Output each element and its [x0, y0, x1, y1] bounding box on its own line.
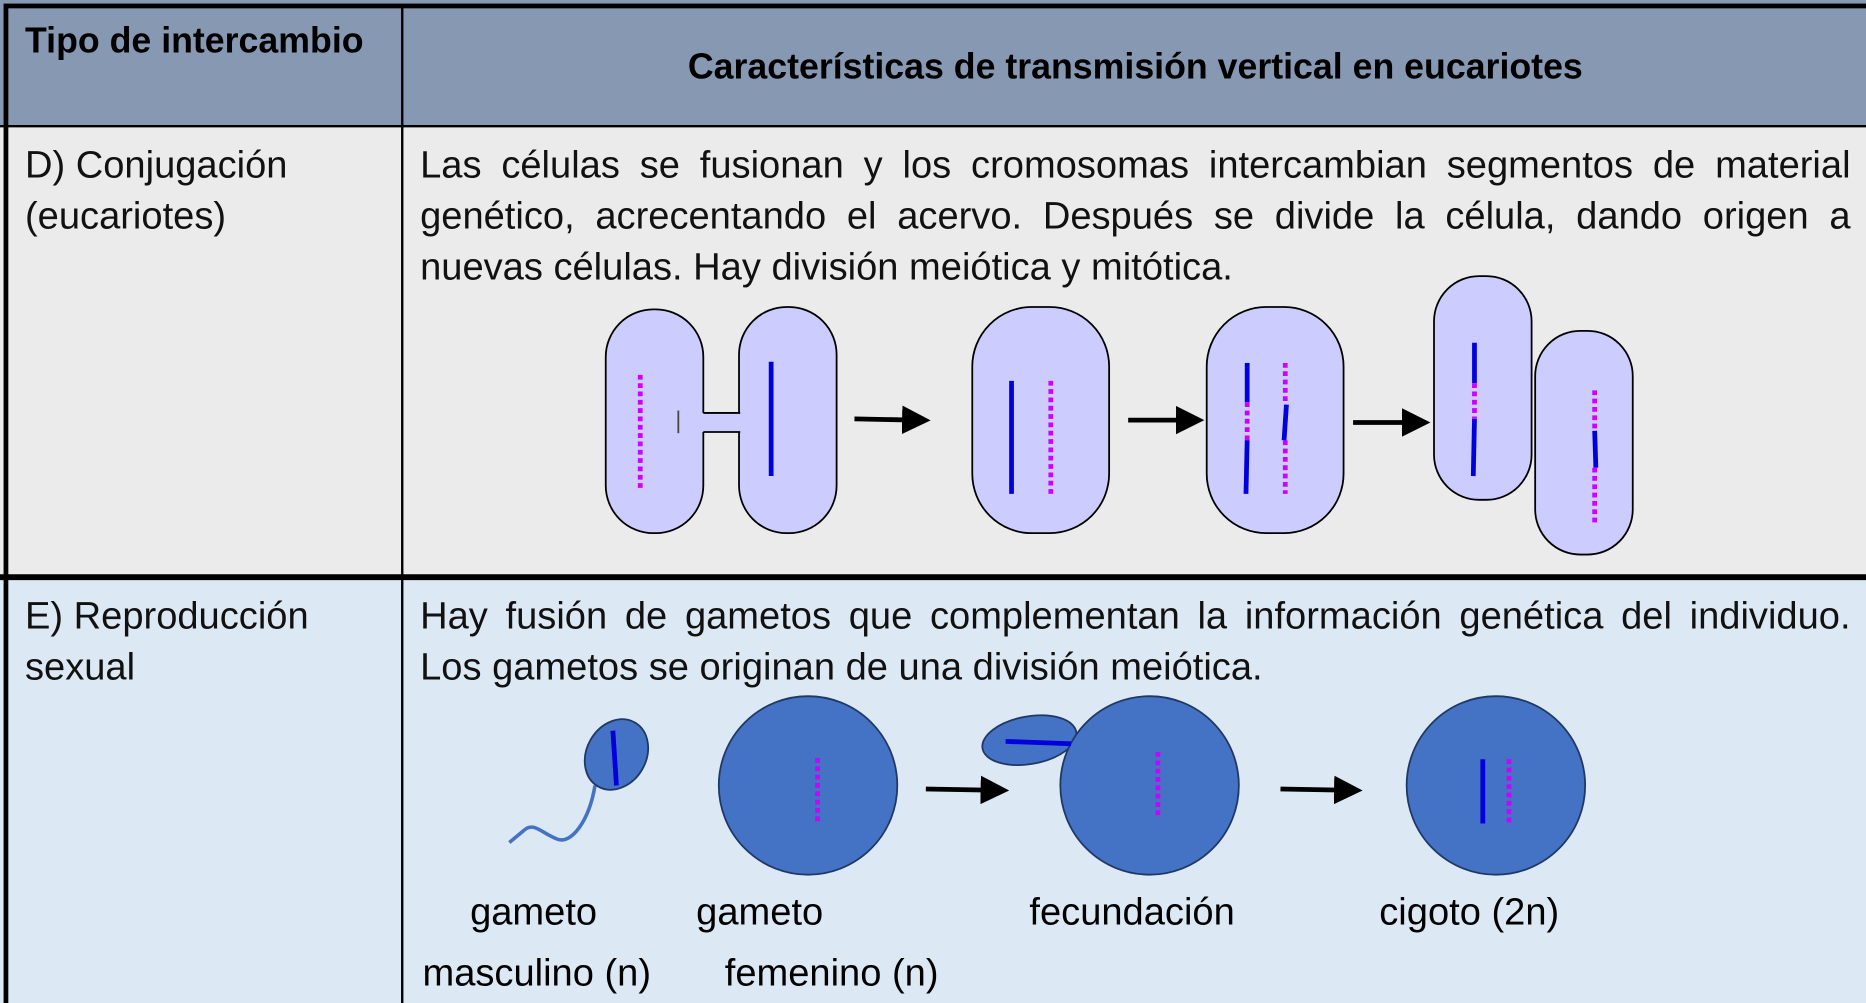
diagram-label: gameto — [470, 890, 598, 933]
diagram-label: fecundación — [1029, 890, 1235, 933]
header-type: Tipo de intercambio — [24, 21, 364, 61]
row-description: Las células se fusionan y los cromosomas… — [420, 142, 1851, 288]
row-type: D) Conjugación (eucariotes) — [24, 142, 288, 237]
diagram-label: femenino (n) — [724, 950, 939, 994]
header-row — [0, 0, 1866, 127]
header-characteristics: Características de transmisión vertical … — [687, 47, 1583, 87]
diagram-label: cigoto (2n) — [1379, 890, 1560, 933]
row-type: E) Reproducción sexual — [24, 593, 309, 688]
row-description: Hay fusión de gametos que complementan l… — [420, 593, 1851, 688]
diagram-label: gameto — [696, 890, 824, 933]
diagram-label: masculino (n) — [422, 950, 652, 994]
